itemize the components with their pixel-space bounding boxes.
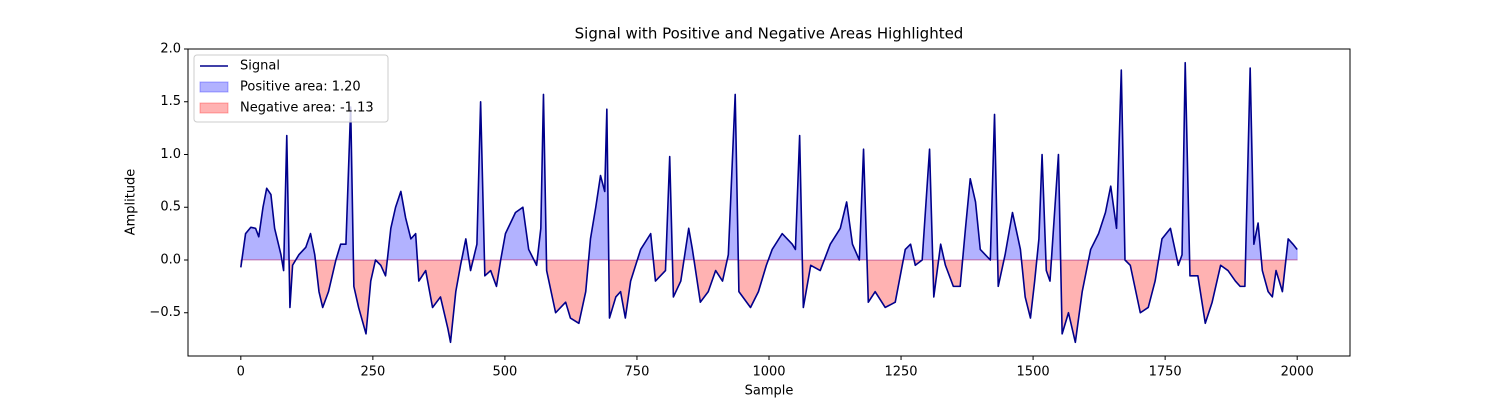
y-tick-label: 1.0 [160, 147, 181, 162]
x-axis-label: Sample [745, 384, 794, 399]
x-tick-label: 0 [237, 365, 245, 380]
legend-label: Positive area: 1.20 [240, 80, 361, 95]
x-tick-label: 750 [625, 365, 650, 380]
x-tick-label: 1500 [1017, 365, 1050, 380]
y-tick-label: 2.0 [160, 42, 181, 57]
x-tick-label: 1000 [752, 365, 785, 380]
legend-box [193, 54, 389, 123]
y-tick-label: −0.5 [149, 305, 181, 320]
legend-swatch [199, 81, 229, 93]
x-tick-label: 1750 [1149, 365, 1182, 380]
chart-title: Signal with Positive and Negative Areas … [575, 25, 964, 43]
legend-label: Signal [240, 59, 280, 74]
plot-area [240, 61, 1298, 344]
y-tick-label: 1.5 [160, 94, 181, 109]
x-tick-label: 500 [492, 365, 517, 380]
x-tick-label: 1250 [884, 365, 917, 380]
x-tick-label: 250 [360, 365, 385, 380]
legend-label: Negative area: -1.13 [240, 101, 374, 116]
signal-line [240, 61, 1298, 344]
x-tick-label: 2000 [1281, 365, 1314, 380]
y-tick-label: 0.5 [160, 200, 181, 215]
y-axis-label: Amplitude [124, 169, 139, 236]
legend: Signal Positive area: 1.20 Negative area: … [193, 54, 389, 123]
y-tick-label: 0.0 [160, 252, 181, 267]
legend-swatch [199, 102, 229, 114]
